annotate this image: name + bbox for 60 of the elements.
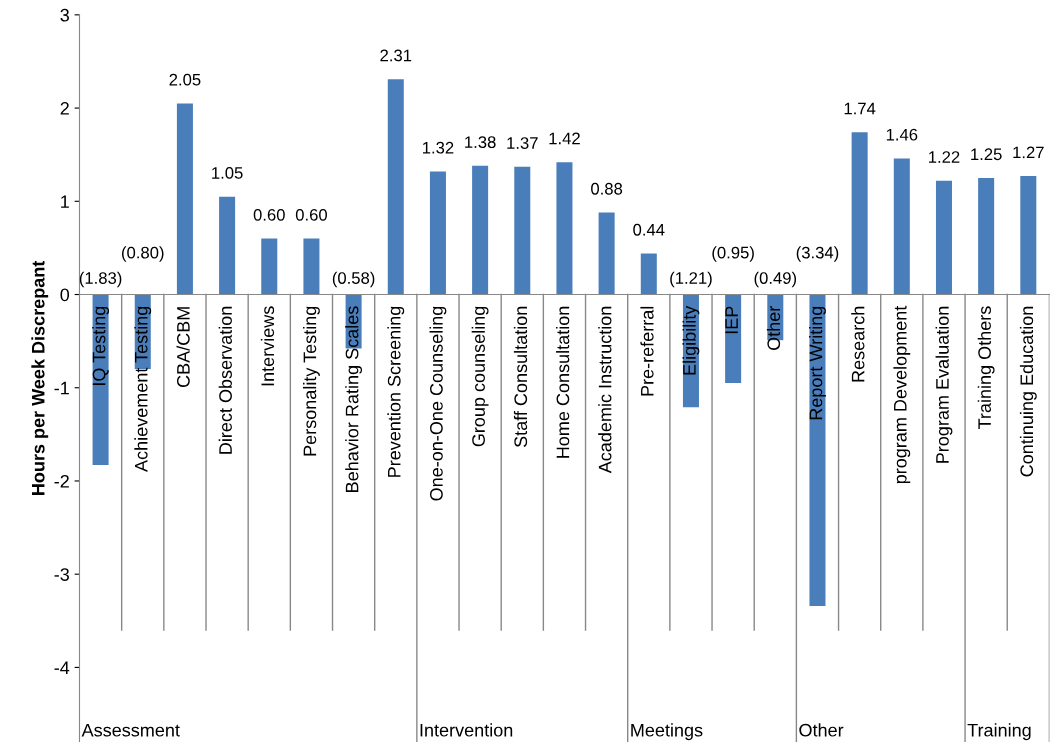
y-tick-label: 3 xyxy=(60,8,69,22)
data-label: (0.80) xyxy=(122,246,164,262)
data-label: 0.60 xyxy=(295,208,327,221)
x-tick-label: Prevention Screening xyxy=(387,306,405,477)
annotation: Assessment xyxy=(81,723,180,737)
x-tick-label: Personality Testing xyxy=(303,306,320,456)
data-label: 1.37 xyxy=(507,137,538,149)
data-label: 2.31 xyxy=(380,49,412,62)
data-label: 1.22 xyxy=(929,151,960,163)
data-label: 1.27 xyxy=(1013,146,1044,159)
x-tick-label: Staff Consultation xyxy=(513,306,528,448)
annotation: Intervention xyxy=(420,723,513,737)
data-label: 1.46 xyxy=(886,128,918,141)
x-tick-label: Direct Observation xyxy=(218,306,232,454)
data-label: (3.34) xyxy=(796,246,839,262)
x-tick-label: Continuing Education xyxy=(1019,306,1037,477)
annotation: Other xyxy=(799,723,844,737)
data-label: 1.25 xyxy=(971,148,1002,161)
x-tick-label: Achievement Testing xyxy=(134,306,152,472)
x-tick-label: Pre-referral xyxy=(640,306,654,396)
y-tick-label: -4 xyxy=(54,661,70,674)
x-tick-label: Training Others xyxy=(977,306,995,430)
x-tick-label: One-on-One Counseling xyxy=(429,306,447,501)
data-label: 1.38 xyxy=(465,136,496,149)
x-tick-label: Other xyxy=(766,306,781,350)
x-tick-label: Home Consultation xyxy=(556,306,570,458)
y-tick-label: 2 xyxy=(60,102,69,115)
x-tick-label: Academic Instruction xyxy=(598,306,612,474)
x-tick-label: Behavior Rating Scales xyxy=(345,306,363,492)
data-label: 0.44 xyxy=(633,223,665,236)
x-tick-label: Group counseling xyxy=(471,306,489,447)
data-label: 1.05 xyxy=(212,166,243,179)
data-label: 0.88 xyxy=(591,182,623,195)
x-tick-label: Interviews xyxy=(260,306,275,386)
y-tick-label: 1 xyxy=(61,195,69,208)
data-label: (0.58) xyxy=(332,271,375,288)
data-label: 1.32 xyxy=(422,141,454,154)
x-tick-label: IQ Testing xyxy=(92,306,109,385)
x-tick-label: IEP xyxy=(725,306,738,334)
data-label: 1.42 xyxy=(549,132,580,145)
data-label: 1.74 xyxy=(844,102,876,115)
annotation: Meetings xyxy=(631,723,703,741)
data-label: (0.95) xyxy=(712,246,754,262)
x-tick-label: Program Evaluation xyxy=(935,306,953,463)
x-tick-label: Research xyxy=(851,306,865,382)
y-axis-title: Hours per Week Discrepant xyxy=(31,260,49,495)
y-tick-label: -3 xyxy=(54,568,69,581)
y-tick-label: -2 xyxy=(54,474,69,488)
x-tick-label: program Development xyxy=(893,305,911,484)
x-tick-label: Report Writing xyxy=(809,306,826,420)
annotation: Training xyxy=(967,723,1031,741)
data-label: (0.49) xyxy=(754,271,797,288)
y-tick-label: -1 xyxy=(54,381,69,395)
data-label: (1.21) xyxy=(670,271,712,288)
y-tick-label: 0 xyxy=(60,288,70,302)
x-tick-label: CBA/CBM xyxy=(176,307,190,388)
data-label: 0.60 xyxy=(253,208,285,221)
data-label: (1.83) xyxy=(79,271,122,288)
x-tick-label: Eligibility xyxy=(682,305,700,375)
data-label: 2.05 xyxy=(169,73,201,86)
